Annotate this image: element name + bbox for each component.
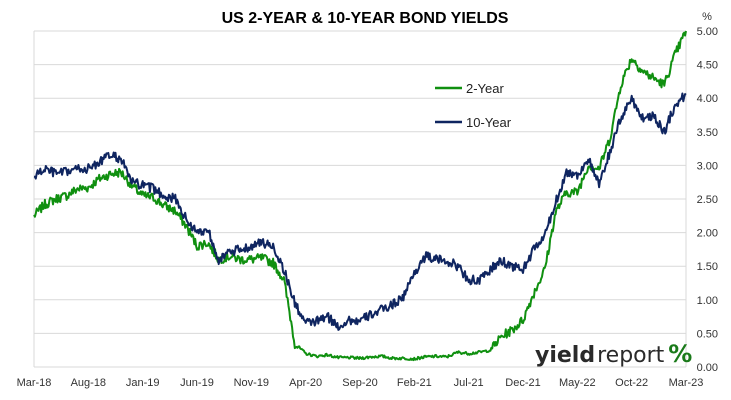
x-tick-label: Jan-19: [126, 377, 160, 389]
y-tick-label: 1.50: [697, 261, 718, 273]
x-tick-label: Sep-20: [342, 377, 377, 389]
watermark-part2: report: [597, 343, 665, 368]
legend-label-10-year: 10-Year: [466, 115, 512, 130]
x-tick-label: Oct-22: [615, 377, 648, 389]
y-tick-label: 2.50: [697, 194, 718, 206]
y-tick-label: 0.50: [697, 328, 718, 340]
watermark-logo: yieldreport%: [535, 340, 692, 368]
x-tick-label: Dec-21: [505, 377, 540, 389]
series-lines: [33, 30, 687, 362]
y-axis-unit: %: [702, 11, 712, 23]
y-tick-label: 3.50: [697, 127, 718, 139]
y-tick-label: 0.00: [697, 362, 718, 374]
series-line-2-year: [33, 30, 687, 362]
x-tick-label: Mar-23: [669, 377, 704, 389]
y-tick-label: 3.00: [697, 160, 718, 172]
x-tick-label: Apr-20: [289, 377, 322, 389]
x-tick-label: Jun-19: [180, 377, 214, 389]
x-tick-label: May-22: [559, 377, 596, 389]
x-tick-label: Jul-21: [454, 377, 484, 389]
series-line-10-year: [33, 92, 687, 331]
gridlines: [33, 30, 687, 368]
legend-label-2-year: 2-Year: [466, 81, 504, 96]
watermark-part1: yield: [535, 343, 595, 368]
y-tick-label: 1.00: [697, 295, 718, 307]
y-tick-label: 2.00: [697, 228, 718, 240]
y-tick-label: 4.00: [697, 93, 718, 105]
x-tick-label: Feb-21: [397, 377, 432, 389]
axes: 0.00 0.50 1.00 1.50 2.00 2.50 3.00 3.50 4.00 4.50…: [17, 26, 718, 389]
x-tick-label: Nov-19: [234, 377, 269, 389]
x-tick-label: Mar-18: [17, 377, 52, 389]
svg-text:yieldreport%: yieldreport%: [535, 340, 692, 368]
chart-title: US 2-YEAR & 10-YEAR BOND YIELDS: [222, 10, 509, 27]
watermark-part3: %: [668, 340, 692, 368]
y-tick-label: 5.00: [697, 26, 718, 38]
y-tick-label: 4.50: [697, 60, 718, 72]
x-tick-label: Aug-18: [71, 377, 106, 389]
legend: 2-Year 10-Year: [435, 81, 512, 130]
